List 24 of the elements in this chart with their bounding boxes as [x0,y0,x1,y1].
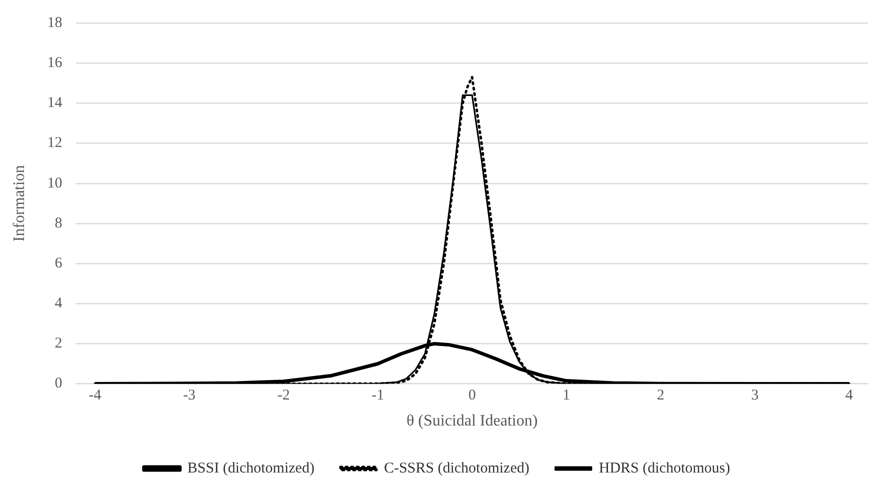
y-tick-label: 4 [54,296,63,312]
x-tick-label: 4 [845,388,854,404]
y-tick-label: 8 [54,215,62,232]
y-tick-label: 2 [54,336,62,352]
legend-label: HDRS (dichotomous) [598,460,730,476]
y-tick-label: 14 [47,95,63,112]
y-tick-label: 6 [54,255,63,272]
x-tick-label: -2 [277,388,290,404]
x-tick-label: 0 [468,388,476,404]
y-tick-label: 10 [47,175,62,192]
y-tick-label: 0 [54,376,62,392]
y-tick-label: 18 [47,14,62,31]
legend-label: C-SSRS (dichotomized) [384,460,530,476]
x-tick-label: -1 [372,388,384,404]
legend-label: BSSI (dichotomized) [187,460,314,476]
y-tick-label: 12 [47,135,62,152]
y-tick-label: 16 [47,55,63,72]
x-tick-label: 1 [562,388,570,404]
x-axis-title: θ (Suicidal Ideation) [406,412,538,430]
y-axis-title: Information [10,165,28,242]
x-tick-label: -4 [88,388,102,404]
x-tick-label: -3 [183,388,196,404]
x-tick-label: 3 [751,388,759,404]
x-tick-label: 2 [656,388,664,404]
